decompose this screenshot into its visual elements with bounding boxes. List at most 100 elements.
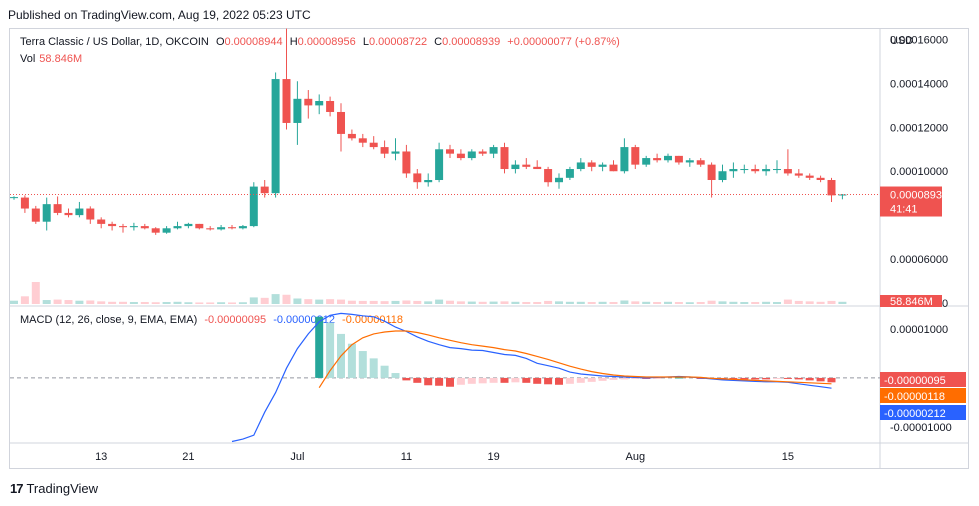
- volume-bar: [773, 302, 781, 304]
- volume-bar: [620, 300, 629, 304]
- volume-bar: [293, 298, 302, 304]
- volume-bar: [391, 300, 400, 304]
- volume-bar: [456, 301, 465, 304]
- volume-bar: [446, 300, 454, 304]
- candle-body: [740, 169, 749, 171]
- volume-bar: [533, 302, 542, 304]
- volume-bar: [413, 300, 422, 304]
- volume-legend: Vol 58.846M: [20, 53, 86, 65]
- macd-histogram-bar: [783, 377, 792, 379]
- signal-line: [318, 330, 832, 389]
- volume-bar: [762, 301, 771, 304]
- volume-bar: [10, 300, 18, 304]
- volume-bar: [184, 302, 193, 304]
- macd-histogram-bar: [511, 377, 520, 383]
- candle-body: [555, 177, 563, 183]
- candle-body: [544, 169, 553, 183]
- volume-bar: [129, 302, 138, 304]
- volume-bar: [489, 301, 498, 304]
- volume-bar: [53, 299, 62, 304]
- price-tick-label: 0.00014000: [890, 78, 948, 90]
- candle-body: [620, 147, 629, 172]
- volume-bar: [238, 302, 247, 304]
- volume-bar: [751, 302, 760, 304]
- volume-bar: [500, 301, 509, 304]
- volume-bar: [271, 294, 280, 304]
- time-tick-label: 13: [95, 451, 107, 463]
- candle-body: [794, 173, 803, 176]
- macd-signal-badge-label: -0.00000118: [884, 391, 945, 403]
- candle-body: [674, 155, 683, 163]
- candle-body: [173, 226, 182, 229]
- tradingview-logo-icon: 17: [10, 481, 24, 496]
- candle-body: [238, 226, 247, 229]
- candle-body: [293, 98, 302, 123]
- volume-bar: [217, 302, 226, 304]
- macd-histogram-bar: [391, 373, 400, 378]
- volume-bar: [467, 301, 476, 304]
- candle-body: [206, 228, 215, 230]
- volume-bar: [31, 282, 40, 304]
- candle-body: [140, 226, 149, 229]
- volume-bar: [838, 301, 847, 304]
- volume-bar: [435, 299, 444, 304]
- candle-body: [304, 98, 313, 106]
- volume-bar: [119, 301, 127, 304]
- candle-body: [151, 228, 160, 233]
- volume-label: Vol: [20, 53, 36, 65]
- candle-body: [64, 212, 73, 216]
- volume-bar: [228, 302, 236, 304]
- macd-histogram-bar: [773, 377, 781, 379]
- candle-body: [162, 228, 171, 233]
- candle-body: [20, 197, 29, 209]
- candle-body: [609, 164, 618, 172]
- candle-body: [271, 79, 280, 194]
- candle-body: [478, 151, 487, 154]
- macd-histogram-bar: [533, 377, 542, 384]
- volume-bar: [86, 300, 95, 304]
- candle-body: [435, 149, 444, 181]
- macd-histogram-bar: [620, 377, 629, 380]
- price-axis-unit: USD: [890, 35, 913, 47]
- candle-body: [762, 169, 771, 172]
- macd-histogram-bar: [326, 322, 335, 378]
- macd-histogram-bar: [762, 377, 771, 380]
- macd-histogram-bar: [446, 377, 454, 387]
- macd-signal-badge: [880, 388, 966, 403]
- candle-body: [358, 138, 367, 143]
- volume-bar: [326, 299, 335, 304]
- candle-body: [184, 223, 193, 227]
- macd-histogram-bar: [358, 351, 367, 378]
- low-value: 0.00008722: [368, 36, 428, 48]
- macd-histogram-bar: [729, 377, 738, 380]
- volume-bar: [195, 302, 204, 304]
- candle-body: [97, 219, 106, 224]
- macd-histogram-bar: [456, 377, 465, 385]
- macd-hist-badge: [880, 372, 966, 387]
- candle-body: [326, 101, 335, 112]
- macd-hist-value: -0.00000095: [204, 314, 267, 326]
- volume-bar: [380, 301, 389, 304]
- candle-body: [424, 180, 433, 183]
- volume-bar: [282, 294, 291, 304]
- time-tick-label: 11: [401, 451, 412, 463]
- candle-body: [533, 166, 542, 170]
- volume-bar: [20, 296, 29, 304]
- last-price-label: 0.00008939: [890, 190, 948, 202]
- volume-bar: [315, 299, 324, 304]
- footer: 17 TradingView: [10, 481, 98, 496]
- macd-tick-label: -0.00001000: [890, 422, 952, 434]
- candle-body: [10, 197, 18, 199]
- volume-bar: [653, 302, 662, 304]
- candle-body: [511, 164, 520, 170]
- macd-histogram-bar: [544, 377, 553, 385]
- high-value: 0.00008956: [297, 36, 356, 48]
- volume-value: 58.846M: [39, 53, 83, 65]
- macd-histogram-bar: [402, 377, 411, 381]
- macd-histogram-bar: [522, 377, 531, 383]
- volume-bar: [347, 300, 356, 304]
- macd-line: [231, 312, 832, 443]
- volume-bar: [631, 301, 640, 304]
- candle-body: [522, 164, 531, 167]
